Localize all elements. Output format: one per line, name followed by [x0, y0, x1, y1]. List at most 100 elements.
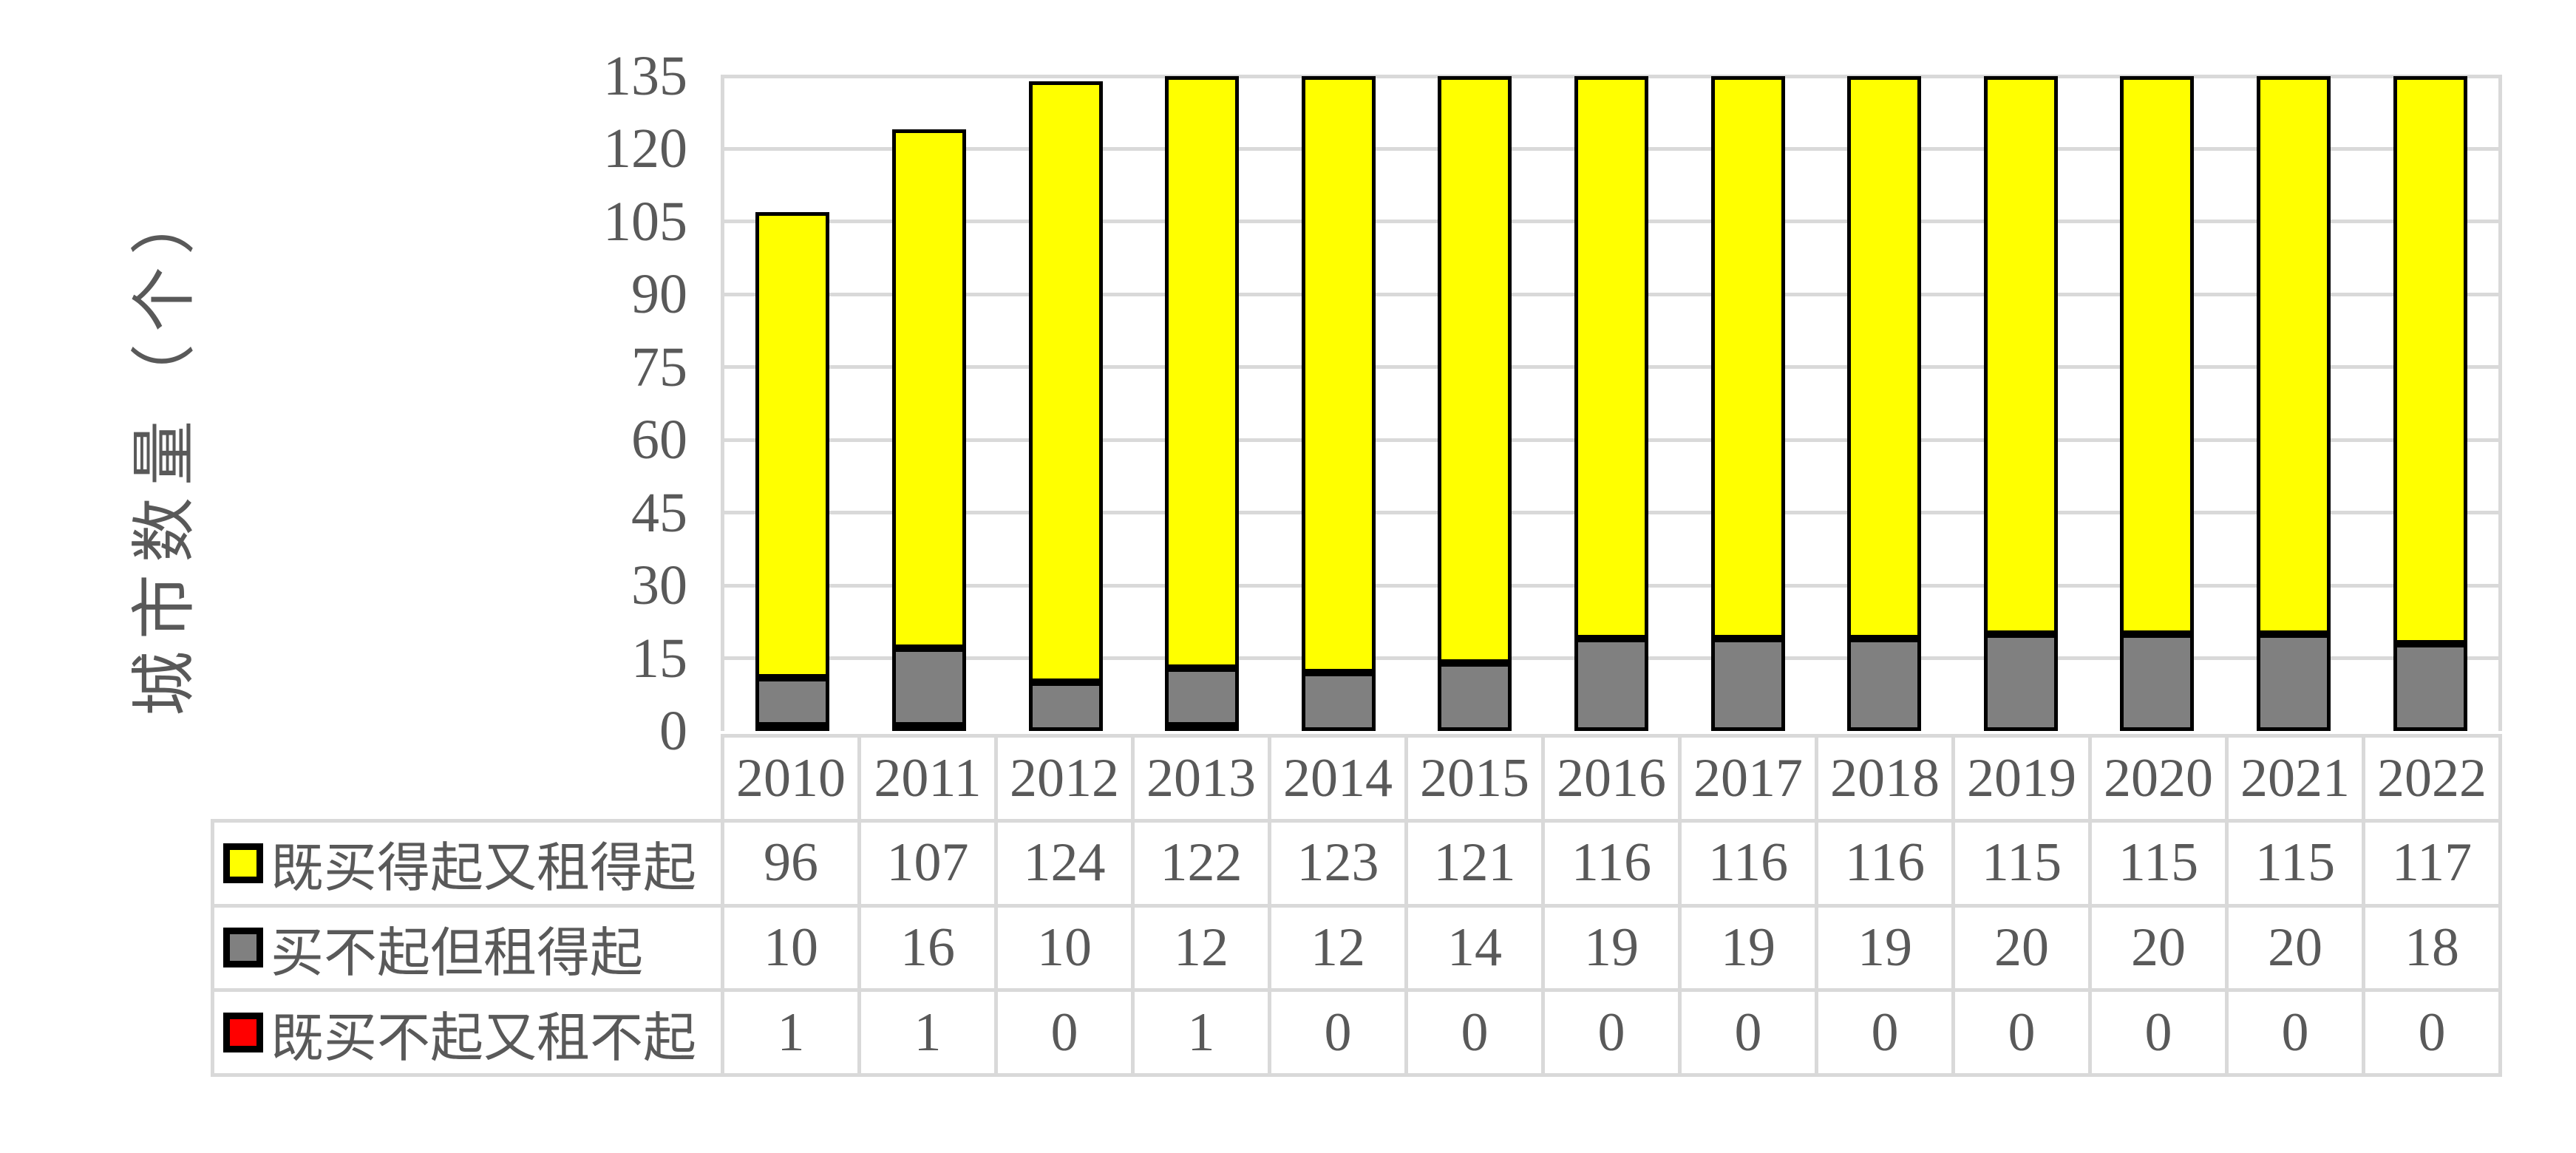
year-cell: 2010: [724, 738, 857, 819]
table-value-cell: 0: [2092, 992, 2225, 1073]
table-value-cell: 0: [1271, 992, 1404, 1073]
table-value-cell: 16: [861, 907, 994, 989]
y-tick-label: 15: [631, 627, 687, 690]
table-value-cell: 20: [2092, 907, 2225, 989]
bar-segment: [1710, 76, 1785, 639]
bar-segment: [891, 648, 966, 727]
table-value-cell: 0: [2365, 992, 2498, 1073]
legend-cell: 既买得起又租得起: [214, 823, 721, 904]
y-tick-label: 90: [631, 263, 687, 326]
table-value-cell: 116: [1682, 823, 1815, 904]
y-axis-title: 城市数量（个）: [129, 177, 202, 717]
bar-segment: [1847, 639, 1922, 731]
y-tick-label: 105: [603, 190, 687, 253]
bar-segment: [1574, 639, 1648, 731]
x-axis-year-row: 2010 2011 2012 2013 2014 2015 2016 2017 2018 2019…: [721, 734, 2502, 823]
table-value-cell: 0: [1955, 992, 2088, 1073]
table-value-cell: 115: [2229, 823, 2362, 904]
table-value-cell: 116: [1818, 823, 1951, 904]
table-value-cell: 122: [1135, 823, 1268, 904]
bar-segment: [2120, 76, 2195, 634]
y-tick-label: 0: [659, 700, 687, 762]
bar-segment: [2257, 76, 2331, 634]
year-cell: 2011: [861, 738, 994, 819]
bar-segment: [891, 129, 966, 649]
bar-segment: [755, 211, 830, 678]
legend-color-swatch: [223, 1013, 263, 1053]
y-tick-label: 45: [631, 481, 687, 544]
table-value-cell: 121: [1408, 823, 1541, 904]
year-cell: 2014: [1271, 738, 1404, 819]
table-value-cell: 115: [2092, 823, 2225, 904]
year-cell: 2022: [2365, 738, 2498, 819]
plot-border-left: [721, 76, 724, 731]
year-cell: 2018: [1818, 738, 1951, 819]
year-cell: 2020: [2092, 738, 2225, 819]
table-value-cell: 19: [1682, 907, 1815, 989]
table-value-cell: 20: [1955, 907, 2088, 989]
table-value-cell: 96: [724, 823, 857, 904]
bar-segment: [1028, 682, 1103, 731]
table-value-cell: 115: [1955, 823, 2088, 904]
legend-color-swatch: [223, 928, 263, 968]
gridline: [721, 74, 2502, 78]
table-value-cell: 0: [1818, 992, 1951, 1073]
bar-segment: [1438, 663, 1512, 731]
table-value-cell: 1: [1135, 992, 1268, 1073]
legend-cell: 买不起但租得起: [214, 907, 721, 989]
data-table: 既买得起又租得起 96 107 124 122 123 121 116 116 116 115 115…: [211, 819, 2502, 1077]
table-value-cell: 12: [1271, 907, 1404, 989]
bar-segment: [2393, 76, 2467, 644]
table-value-cell: 14: [1408, 907, 1541, 989]
table-value-cell: 19: [1818, 907, 1951, 989]
year-cell: 2017: [1682, 738, 1815, 819]
bar-segment: [1710, 639, 1785, 731]
plot-border-right: [2498, 76, 2502, 731]
table-value-cell: 0: [1682, 992, 1815, 1073]
table-value-cell: 123: [1271, 823, 1404, 904]
table-value-cell: 116: [1545, 823, 1678, 904]
bar-segment: [2257, 633, 2331, 731]
table-value-cell: 12: [1135, 907, 1268, 989]
year-cell: 2016: [1545, 738, 1678, 819]
bar-segment: [2120, 633, 2195, 731]
bar-segment: [1574, 76, 1648, 639]
year-cell: 2013: [1135, 738, 1268, 819]
table-value-cell: 18: [2365, 907, 2498, 989]
legend-label: 既买得起又租得起: [271, 839, 697, 899]
bar-segment: [755, 677, 830, 727]
table-value-cell: 10: [724, 907, 857, 989]
table-value-cell: 124: [998, 823, 1131, 904]
bar-segment: [1438, 76, 1512, 664]
y-tick-label: 75: [631, 336, 687, 398]
y-tick-label: 60: [631, 409, 687, 472]
legend-color-swatch: [223, 843, 263, 883]
bar-segment: [1983, 76, 2058, 634]
table-value-cell: 0: [1408, 992, 1541, 1073]
bar-segment: [2393, 643, 2467, 731]
year-cell: 2012: [998, 738, 1131, 819]
table-value-cell: 1: [861, 992, 994, 1073]
bar-segment: [1847, 76, 1922, 639]
table-value-cell: 117: [2365, 823, 2498, 904]
bar-segment: [1983, 633, 2058, 731]
table-value-cell: 0: [998, 992, 1131, 1073]
plot-area: [721, 74, 2502, 731]
legend-label: 既买不起又租不起: [271, 1008, 697, 1068]
table-value-cell: 107: [861, 823, 994, 904]
y-tick-label: 135: [603, 45, 687, 107]
y-tick-label: 120: [603, 118, 687, 180]
table-value-cell: 0: [1545, 992, 1678, 1073]
table-value-cell: 10: [998, 907, 1131, 989]
table-value-cell: 0: [2229, 992, 2362, 1073]
table-value-cell: 20: [2229, 907, 2362, 989]
bar-segment: [1028, 81, 1103, 683]
y-tick-label: 30: [631, 554, 687, 617]
table-value-cell: 19: [1545, 907, 1678, 989]
legend-cell: 既买不起又租不起: [214, 992, 721, 1073]
table-value-cell: 1: [724, 992, 857, 1073]
year-cell: 2015: [1408, 738, 1541, 819]
bar-segment: [1301, 673, 1376, 731]
year-cell: 2019: [1955, 738, 2088, 819]
